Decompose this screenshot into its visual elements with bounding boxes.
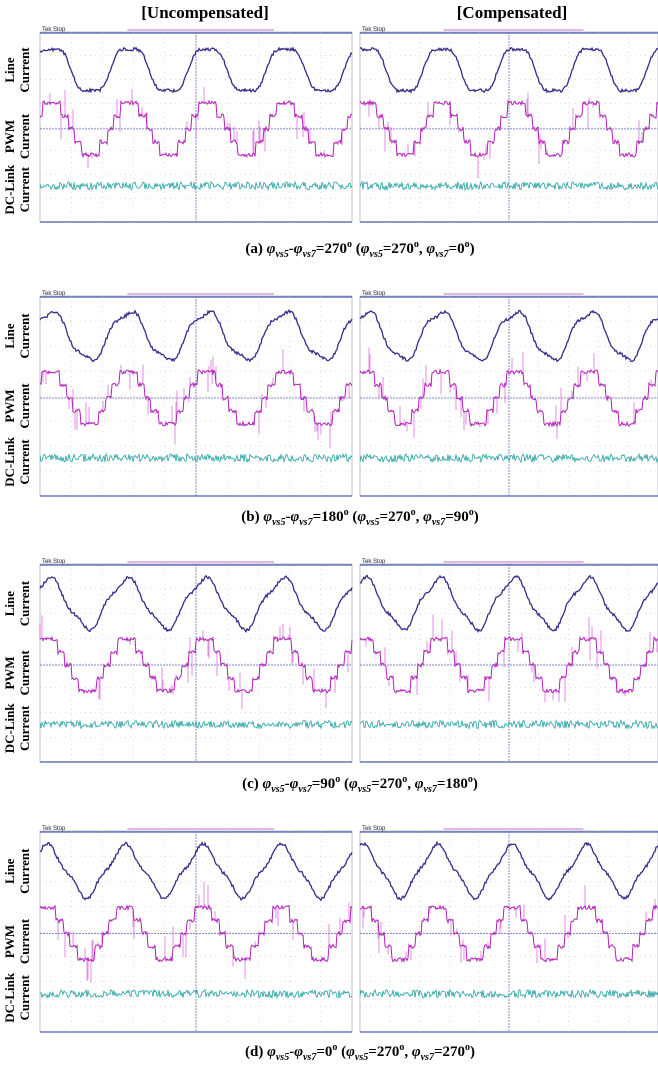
side-label: Line [2, 57, 17, 83]
caption-part: ( [337, 1044, 346, 1060]
caption-part: vs5 [358, 784, 371, 795]
caption-part: φ [290, 509, 299, 525]
column-header: [Compensated] [457, 3, 568, 22]
side-label: DC-Link [2, 436, 17, 487]
caption-part: =270 [316, 241, 347, 257]
caption-part: φ [357, 509, 366, 525]
caption-part: ( [352, 241, 361, 257]
caption-part: =270 [434, 1044, 465, 1060]
caption-part: (b) [241, 509, 263, 525]
caption-part: φ [294, 241, 303, 257]
side-label: Current [17, 166, 32, 212]
caption-part: φ [267, 1044, 276, 1060]
side-label: Current [17, 848, 32, 894]
caption: (c) φvs5-φvs7=90o (φvs5=270o, φvs7=180o) [242, 774, 478, 795]
caption-part: φ [349, 776, 358, 792]
scope-status: Tek Stop [362, 826, 386, 832]
caption-part: φ [361, 241, 370, 257]
scope-status: Tek Stop [362, 559, 386, 565]
caption-part: φ [290, 776, 299, 792]
scope-status: Tek Stop [42, 826, 66, 832]
caption-part: vs5 [275, 249, 288, 260]
caption-part: vs7 [424, 784, 438, 795]
side-label: Current [17, 383, 32, 429]
caption-part: vs7 [435, 249, 449, 260]
caption-part: , [419, 241, 427, 257]
scope-status: Tek Stop [42, 559, 66, 565]
caption: (a) φvs5-φvs7=270o (φvs5=270o, φvs7=0o) [245, 239, 474, 260]
caption-part: vs5 [271, 784, 284, 795]
figure: [Uncompensated] [Compensated] Tek Stop Te… [0, 0, 658, 1072]
caption-part: vs7 [432, 517, 446, 528]
caption-part: =270 [371, 776, 402, 792]
side-label: PWM [2, 925, 17, 958]
side-label: DC-Link [2, 972, 17, 1023]
caption-part: vs7 [303, 249, 317, 260]
side-label: PWM [2, 389, 17, 422]
caption-part: =0 [449, 241, 465, 257]
caption-part: =0 [316, 1044, 332, 1060]
caption-part: vs5 [355, 1052, 368, 1063]
caption-part: vs7 [298, 784, 312, 795]
side-label: Line [2, 858, 17, 884]
side-label: Current [17, 313, 32, 359]
caption-part: φ [346, 1044, 355, 1060]
caption-part: (d) [245, 1044, 267, 1060]
side-label: Current [17, 705, 32, 751]
caption-part: , [416, 509, 424, 525]
caption-part: =90 [445, 509, 469, 525]
scope-status: Tek Stop [42, 291, 66, 297]
caption-part: =180 [313, 509, 344, 525]
caption: (d) φvs5-φvs7=0o (φvs5=270o, φvs7=270o) [245, 1042, 475, 1063]
side-label: Current [17, 918, 32, 964]
caption-part: =270 [368, 1044, 399, 1060]
side-label: Current [17, 47, 32, 93]
caption-part: , [407, 776, 415, 792]
caption-part: ( [349, 509, 358, 525]
side-label: Line [2, 323, 17, 349]
caption-part: φ [426, 241, 435, 257]
caption-part: φ [267, 241, 276, 257]
caption-part: φ [294, 1044, 303, 1060]
side-label: DC-Link [2, 164, 17, 215]
caption-part: φ [415, 776, 424, 792]
caption-part: =270 [380, 509, 411, 525]
caption-part: vs5 [370, 249, 383, 260]
side-label: PWM [2, 120, 17, 153]
caption-part: ( [340, 776, 349, 792]
scope-status: Tek Stop [42, 27, 66, 33]
column-header: [Uncompensated] [141, 3, 269, 22]
caption-part: =90 [312, 776, 336, 792]
caption-part: ) [470, 1044, 475, 1060]
caption-part: vs5 [366, 517, 379, 528]
caption-part: vs7 [421, 1052, 435, 1063]
caption-part: φ [263, 509, 272, 525]
caption: (b) φvs5-φvs7=180o (φvs5=270o, φvs7=90o) [241, 507, 479, 528]
side-label: Current [17, 650, 32, 696]
caption-part: φ [412, 1044, 421, 1060]
caption-part: ) [474, 509, 479, 525]
side-label: Line [2, 591, 17, 617]
caption-part: φ [423, 509, 432, 525]
caption-part: vs5 [272, 517, 285, 528]
caption-part: (c) [242, 776, 262, 792]
caption-part: ) [470, 241, 475, 257]
caption-part: vs7 [303, 1052, 317, 1063]
scope-status: Tek Stop [362, 27, 386, 33]
caption-part: , [404, 1044, 412, 1060]
side-label: Current [17, 580, 32, 626]
side-label: Current [17, 439, 32, 485]
side-label: Current [17, 975, 32, 1021]
scope-status: Tek Stop [362, 291, 386, 297]
caption-part: vs7 [299, 517, 313, 528]
caption-part: φ [262, 776, 271, 792]
side-label: PWM [2, 656, 17, 689]
caption-part: ) [473, 776, 478, 792]
side-label: Current [17, 113, 32, 159]
side-label: DC-Link [2, 703, 17, 754]
caption-part: =270 [383, 241, 414, 257]
caption-part: =180 [437, 776, 468, 792]
caption-part: (a) [245, 241, 266, 257]
caption-part: vs5 [276, 1052, 289, 1063]
